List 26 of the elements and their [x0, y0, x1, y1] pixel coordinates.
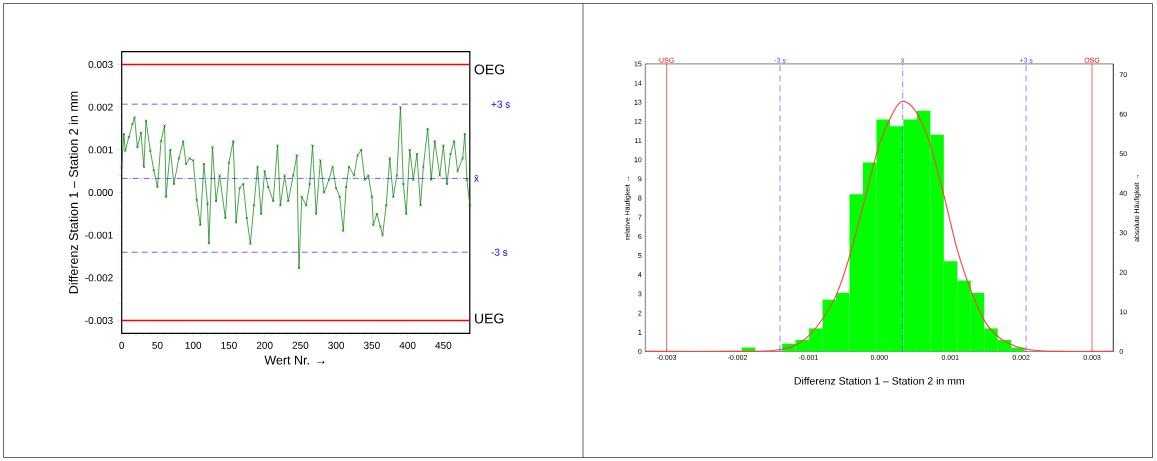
- x-tick-label: 400: [399, 341, 416, 349]
- x-tick-label: 250: [292, 341, 309, 349]
- y-tick-label: 0.002: [88, 103, 113, 111]
- text: Differenz Station 1 – Station 2 in mm: [794, 376, 964, 385]
- y-axis-title: Differenz Station 1 – Station 2 in mm: [68, 91, 78, 294]
- x-tick-label: 200: [256, 341, 273, 349]
- ref-line-label: +3 s: [491, 100, 510, 108]
- y-tick-label: -0.002: [85, 274, 113, 282]
- x-tick-label: 300: [328, 341, 345, 349]
- y-tick-label: 0.000: [88, 188, 113, 197]
- y-tick-label: -0.001: [85, 231, 113, 239]
- ref-line-label: OEG: [474, 64, 505, 75]
- x-tick-label: 50: [152, 341, 163, 349]
- y-tick-label: 0.001: [88, 146, 113, 154]
- x-tick-label: 100: [185, 341, 202, 349]
- ref-line-label: -3 s: [491, 248, 508, 256]
- y-tick-label: 0.003: [88, 60, 113, 69]
- ref-line-label: x̄: [474, 175, 479, 182]
- ref-line-label: UEG: [475, 313, 504, 324]
- line-series: [644, 100, 1114, 353]
- x-tick-label: 150: [221, 341, 237, 349]
- x-tick-label: 350: [363, 341, 380, 349]
- x-tick-label: 0: [119, 341, 125, 349]
- y-tick-label: -0.003: [85, 316, 113, 325]
- x-axis-title: Wert Nr. →: [264, 355, 325, 365]
- x-tick-label: 450: [435, 341, 452, 349]
